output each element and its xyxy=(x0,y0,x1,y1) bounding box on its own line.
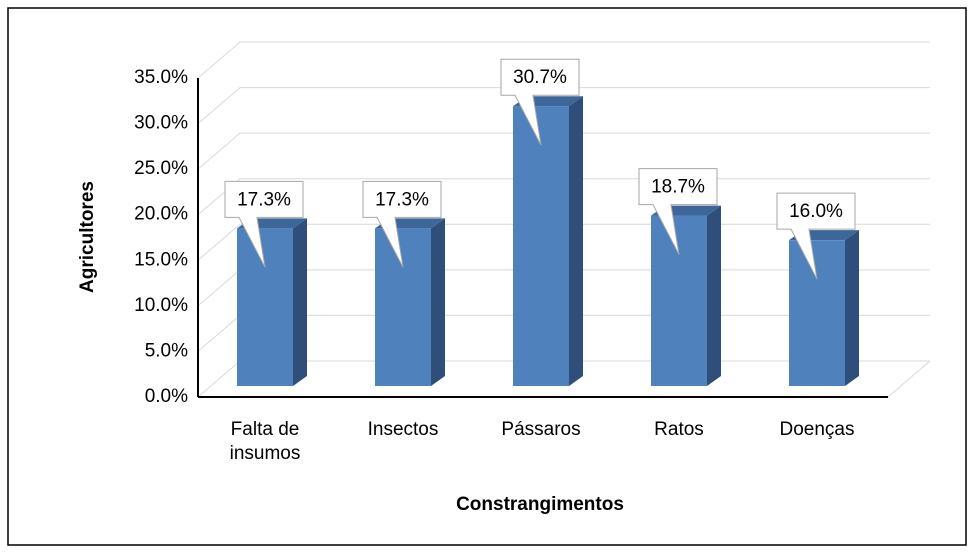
y-tick-label: 30.0% xyxy=(134,113,188,134)
x-axis-title: Constrangimentos xyxy=(456,494,624,515)
x-tick-label: Pássaros xyxy=(501,419,581,440)
x-tick-label: Doenças xyxy=(779,419,855,440)
data-label: 16.0% xyxy=(789,201,843,222)
callout xyxy=(638,168,718,255)
bar-side xyxy=(569,96,583,386)
bar xyxy=(789,240,845,386)
data-label: 18.7% xyxy=(651,177,705,198)
y-tick-label: 5.0% xyxy=(145,340,188,361)
y-tick-label: 25.0% xyxy=(134,158,188,179)
callout xyxy=(500,58,580,146)
bar xyxy=(651,215,707,386)
x-tick-label: Insectos xyxy=(367,419,439,440)
bar-side xyxy=(845,230,859,386)
bar-side xyxy=(431,218,445,386)
x-tick-label: Ratos xyxy=(654,419,704,440)
y-tick-label: 15.0% xyxy=(134,249,188,270)
floor-edge xyxy=(887,360,931,398)
callout xyxy=(776,192,856,280)
callout xyxy=(362,180,442,268)
x-tick-label-box: Insectos xyxy=(367,419,439,440)
y-tick-label: 20.0% xyxy=(134,204,188,225)
bar xyxy=(375,228,431,386)
x-tick-label: Falta de insumos xyxy=(229,419,301,464)
y-tick-label: 10.0% xyxy=(134,295,188,316)
bar-side xyxy=(707,205,721,386)
callout xyxy=(224,180,304,268)
data-label: 17.3% xyxy=(375,189,429,210)
y-tick-label: 35.0% xyxy=(134,67,188,88)
bar xyxy=(513,106,569,386)
y-tick-label: 0.0% xyxy=(145,386,188,407)
grid-line xyxy=(197,41,930,79)
x-tick-label-box: Falta de insumos xyxy=(229,419,301,464)
grid-line xyxy=(197,132,930,170)
grid-line xyxy=(197,87,930,124)
data-label: 30.7% xyxy=(513,67,567,88)
x-tick-label-box: Ratos xyxy=(654,419,704,440)
y-axis-title: Agricultores xyxy=(77,181,98,293)
x-tick-label-box: Pássaros xyxy=(501,419,581,440)
x-tick-label-box: Doenças xyxy=(779,419,855,440)
data-label: 17.3% xyxy=(237,189,291,210)
bar xyxy=(237,228,293,386)
bar-side xyxy=(293,218,307,386)
